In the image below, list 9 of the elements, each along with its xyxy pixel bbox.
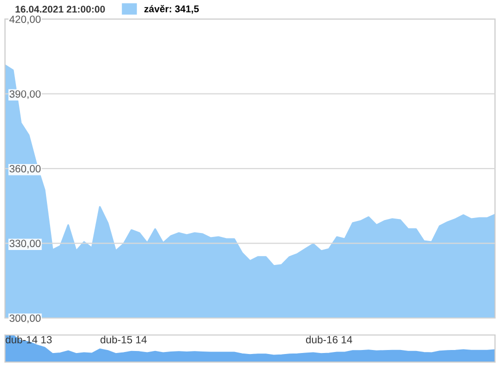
x-tick-label: dub-15 14 <box>100 336 147 344</box>
y-tick-label: 390,00 <box>10 90 41 99</box>
y-tick-label: 360,00 <box>10 165 41 174</box>
legend-label: závěr: 341,5 <box>144 4 199 14</box>
chart-title: 16.04.2021 21:00:00 <box>16 6 105 13</box>
y-tick-label: 300,00 <box>10 314 41 324</box>
y-tick-label: 330,00 <box>10 240 41 248</box>
x-tick-label: dub-16 14 <box>306 336 352 344</box>
y-tick-label: 420,00 <box>9 16 41 24</box>
